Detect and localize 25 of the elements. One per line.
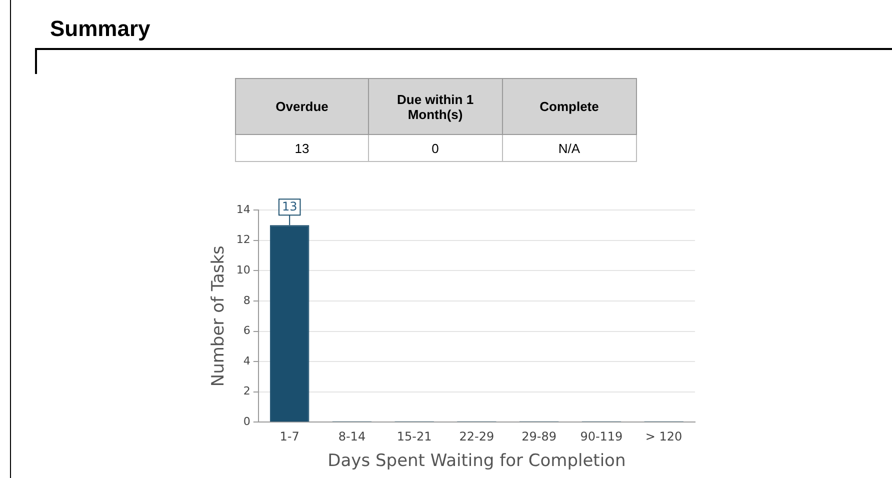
y-tick-label: 12 <box>236 233 250 246</box>
y-tick-label: 6 <box>243 324 250 338</box>
y-tick-label: 4 <box>243 354 250 368</box>
category-label: Due within 1 Month(s) <box>368 78 502 134</box>
y-tick-label: 10 <box>236 263 250 276</box>
y-axis-title: Number of Tasks <box>208 245 229 387</box>
y-tick-label: 14 <box>236 202 250 216</box>
y-tick-label: 2 <box>243 384 250 398</box>
y-tick-label: 0 <box>243 415 250 428</box>
text: 0 <box>432 140 439 156</box>
text: Summary <box>50 16 150 42</box>
x-tick-label: > 120 <box>645 430 682 444</box>
data-label: 13 <box>282 199 298 214</box>
x-tick-label: 1-7 <box>280 430 300 444</box>
y-tick-label: 8 <box>243 294 250 307</box>
x-tick-label: 29-89 <box>522 430 557 444</box>
category-label: Overdue <box>236 78 369 134</box>
x-axis-title: Days Spent Waiting for Completion <box>328 451 626 472</box>
x-tick-label: 90-119 <box>580 430 623 444</box>
x-tick-label: 15-21 <box>396 430 432 444</box>
x-tick-label: 8-14 <box>338 430 366 444</box>
text: 13 <box>294 140 310 156</box>
x-tick-label: 22-29 <box>459 430 494 444</box>
category-label: Complete <box>502 78 636 134</box>
text: N/A <box>558 140 580 156</box>
